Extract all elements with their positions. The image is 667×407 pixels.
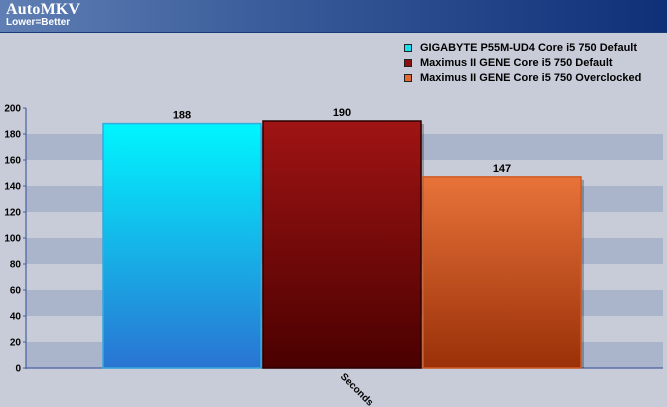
y-tick-label: 160 [4,156,21,167]
y-tick-label: 40 [10,312,22,323]
legend-item-maximus-overclocked: Maximus II GENE Core i5 750 Overclocked [404,70,641,85]
bars [102,120,584,369]
bar-value-labels: 188 190 147 [173,107,511,175]
legend-swatch-maximus-default [404,58,412,67]
x-tick-labels: Seconds [338,371,376,407]
y-tick-label: 20 [10,338,22,349]
bar-value-label: 188 [173,110,191,122]
legend-swatch-maximus-overclocked [404,73,412,82]
y-tick-labels: 0 20 40 60 80 100 120 140 160 180 200 [4,104,26,375]
x-tick-label: Seconds [338,371,376,407]
y-tick-label: 120 [4,208,21,219]
chart-header: AutoMKV Lower=Better [0,0,667,33]
y-tick-label: 140 [4,182,21,193]
bar [102,122,262,369]
bar-value-label: 147 [493,163,511,175]
chart-legend: GIGABYTE P55M-UD4 Core i5 750 Default Ma… [404,40,641,85]
bar [422,176,582,369]
y-tick-label: 100 [4,234,21,245]
legend-swatch-gigabyte-default [404,43,412,52]
y-tick-label: 80 [10,260,22,271]
chart-title: AutoMKV [6,1,81,18]
bar-value-label: 190 [333,107,351,119]
y-tick-label: 200 [4,104,21,115]
legend-item-gigabyte-default: GIGABYTE P55M-UD4 Core i5 750 Default [404,40,641,55]
legend-label-maximus-overclocked: Maximus II GENE Core i5 750 Overclocked [420,71,642,84]
y-tick-label: 60 [10,286,22,297]
legend-label-gigabyte-default: GIGABYTE P55M-UD4 Core i5 750 Default [420,41,638,54]
chart-subtitle: Lower=Better [6,17,71,28]
bar [262,120,422,369]
y-tick-label: 0 [15,364,21,375]
y-tick-label: 180 [4,130,21,141]
legend-label-maximus-default: Maximus II GENE Core i5 750 Default [420,56,613,69]
legend-item-maximus-default: Maximus II GENE Core i5 750 Default [404,55,641,70]
